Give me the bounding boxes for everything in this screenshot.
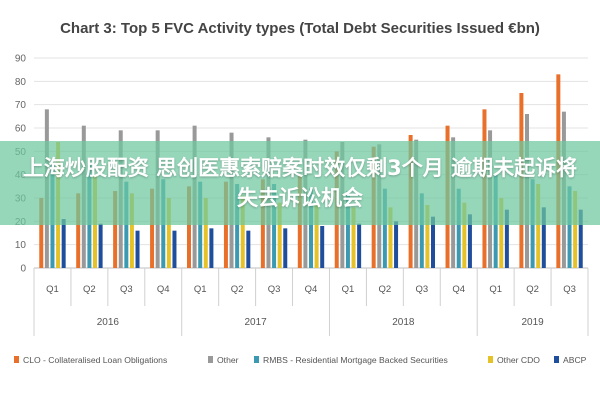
bar [541, 207, 546, 268]
bar [209, 228, 214, 268]
legend-label: CLO - Collateralised Loan Obligations [23, 355, 167, 365]
legend-swatch [488, 356, 493, 363]
y-tick-label: 10 [15, 240, 27, 251]
y-tick-label: 0 [20, 264, 26, 275]
legend: CLO - Collateralised Loan Obligations Oth… [14, 355, 587, 365]
legend-label: RMBS - Residential Mortgage Backed Secur… [263, 355, 448, 365]
x-tick-label: Q2 [231, 284, 244, 295]
x-tick-label: Q1 [342, 284, 355, 295]
y-tick-label: 70 [15, 100, 27, 111]
bar [567, 186, 572, 268]
x-tick-label: Q3 [415, 284, 428, 295]
bar [351, 207, 356, 268]
bar [203, 198, 208, 268]
bar [150, 188, 155, 268]
bar [76, 193, 81, 268]
bar [320, 226, 325, 268]
legend-label: ABCP [563, 355, 587, 365]
bar [388, 207, 393, 268]
x-tick-label: Q4 [452, 284, 465, 295]
y-tick-label: 80 [15, 77, 27, 88]
bar [129, 193, 134, 268]
x-group-label: 2019 [521, 317, 544, 328]
overlay-text: 上海炒股配资 思创医惠索赔案时效仅剩3个月 逾期未起诉将失去诉讼机会 [22, 156, 578, 210]
bar [382, 188, 387, 268]
x-tick-label: Q4 [157, 284, 170, 295]
x-tick-label: Q2 [526, 284, 539, 295]
bar [499, 198, 504, 268]
bar [345, 191, 350, 268]
bar [394, 221, 399, 268]
bar [283, 228, 288, 268]
bar [425, 205, 430, 268]
legend-label: Other CDO [497, 355, 540, 365]
bar [135, 230, 140, 268]
bar [172, 230, 177, 268]
y-tick-label: 60 [15, 124, 27, 135]
bar [573, 191, 578, 268]
overlay-banner: 上海炒股配资 思创医惠索赔案时效仅剩3个月 逾期未起诉将失去诉讼机会 [0, 141, 600, 225]
bar [277, 202, 282, 268]
bar [166, 198, 171, 268]
legend-swatch [14, 356, 19, 363]
bar [187, 186, 191, 268]
y-tick-label: 90 [15, 54, 27, 65]
legend-swatch [208, 356, 213, 363]
bar [578, 209, 583, 268]
x-axis: Q1 Q2 Q3 Q4 Q1 Q2 Q3 Q4 Q1 Q2 Q3 Q4 Q1 Q2 Q3 2016 2017 20… [33, 268, 589, 336]
bar [419, 193, 424, 268]
x-tick-label: Q1 [489, 284, 502, 295]
bar [462, 202, 467, 268]
x-group-label: 2018 [392, 317, 415, 328]
x-group-label: 2016 [97, 317, 120, 328]
bar [39, 198, 44, 268]
chart-title: Chart 3: Top 5 FVC Activity types (Total… [60, 20, 540, 37]
x-tick-label: Q3 [268, 284, 281, 295]
bar [357, 223, 362, 268]
bar [240, 195, 245, 268]
x-tick-label: Q2 [379, 284, 392, 295]
bar [536, 184, 541, 268]
legend-label: Other [217, 355, 239, 365]
bar [314, 205, 319, 268]
legend-swatch [254, 356, 259, 363]
x-group-label: 2017 [244, 317, 267, 328]
x-tick-label: Q1 [194, 284, 207, 295]
bar [61, 219, 66, 268]
bar [431, 216, 435, 268]
bar [504, 209, 509, 268]
bar [98, 223, 103, 268]
bar [246, 230, 251, 268]
bar [467, 214, 472, 268]
bar [309, 188, 313, 268]
x-tick-label: Q1 [46, 284, 59, 295]
x-tick-label: Q3 [563, 284, 576, 295]
x-tick-label: Q2 [83, 284, 96, 295]
bar [272, 184, 277, 268]
bar [456, 188, 461, 268]
legend-swatch [554, 356, 559, 363]
bar [235, 184, 240, 268]
x-tick-label: Q3 [120, 284, 133, 295]
x-tick-label: Q4 [305, 284, 318, 295]
bar [113, 191, 118, 268]
